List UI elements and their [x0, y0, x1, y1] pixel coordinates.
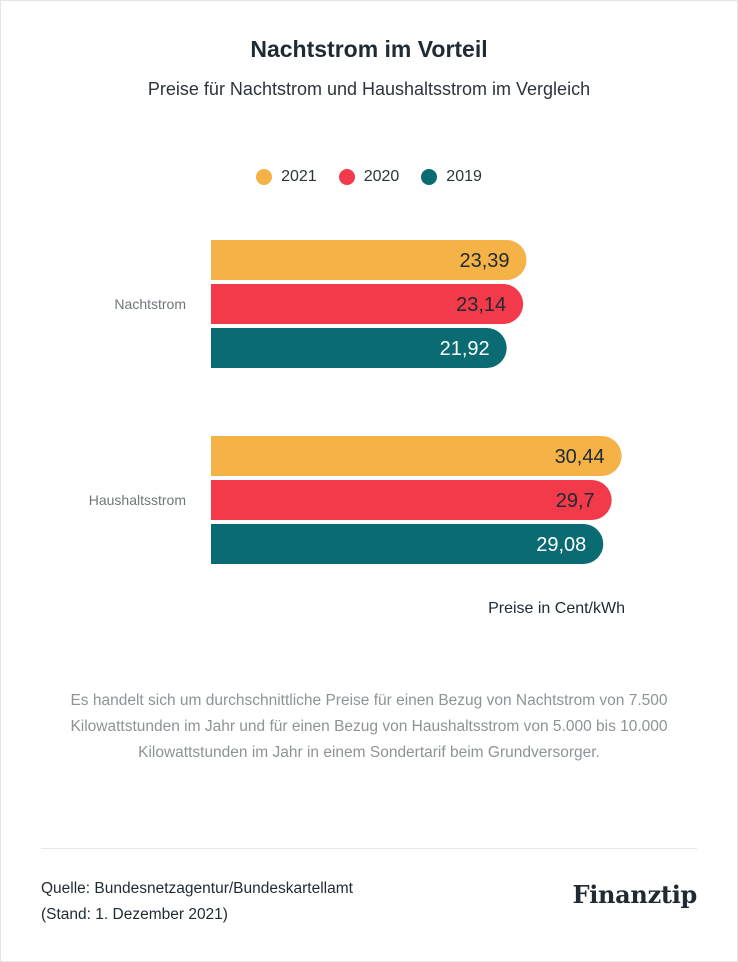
source-note: Quelle: Bundesnetzagentur/Bundeskartella…	[41, 876, 353, 928]
data-label-haushaltsstrom-2021: 30,44	[555, 446, 605, 468]
legend-label-2020: 2020	[363, 168, 400, 185]
category-label-nachtstrom: Nachtstrom	[114, 296, 186, 312]
footnote: Es handelt sich um durchschnittliche Pre…	[70, 692, 668, 761]
legend-label-2019: 2019	[446, 168, 482, 185]
chart-title: Nachtstrom im Vorteil	[250, 36, 488, 62]
source-line-1: Quelle: Bundesnetzagentur/Bundeskartella…	[41, 880, 353, 897]
finanztip-logo: Finanztip	[572, 880, 697, 909]
bar-haushaltsstrom-2021	[211, 436, 622, 476]
divider	[41, 848, 697, 849]
unit-label: Preise in Cent/kWh	[488, 600, 625, 617]
bar-nachtstrom-2020	[211, 284, 524, 324]
data-label-nachtstrom-2020: 23,14	[456, 294, 506, 316]
source-line-2: (Stand: 1. Dezember 2021)	[41, 906, 228, 923]
data-label-haushaltsstrom-2019: 29,08	[536, 534, 586, 556]
legend-swatch-2019	[421, 169, 438, 185]
bar-haushaltsstrom-2020	[211, 480, 612, 520]
legend-label-2021: 2021	[281, 168, 317, 185]
legend-item-2019: 2019	[421, 168, 482, 186]
chart-subtitle: Preise für Nachtstrom und Haushaltsstrom…	[147, 79, 591, 99]
data-label-nachtstrom-2021: 23,39	[459, 250, 509, 272]
legend: 2021 2020 2019	[0, 168, 738, 186]
category-label-haushaltsstrom: Haushaltsstrom	[89, 492, 186, 508]
data-label-nachtstrom-2019: 21,92	[440, 338, 490, 360]
bar-haushaltsstrom-2019	[211, 524, 604, 564]
data-label-haushaltsstrom-2020: 29,7	[556, 490, 595, 512]
legend-item-2020: 2020	[338, 168, 400, 186]
legend-swatch-2021	[256, 169, 273, 185]
bar-nachtstrom-2021	[211, 240, 527, 280]
bar-nachtstrom-2019	[211, 328, 507, 368]
legend-item-2021: 2021	[256, 168, 317, 186]
legend-swatch-2020	[338, 169, 355, 185]
